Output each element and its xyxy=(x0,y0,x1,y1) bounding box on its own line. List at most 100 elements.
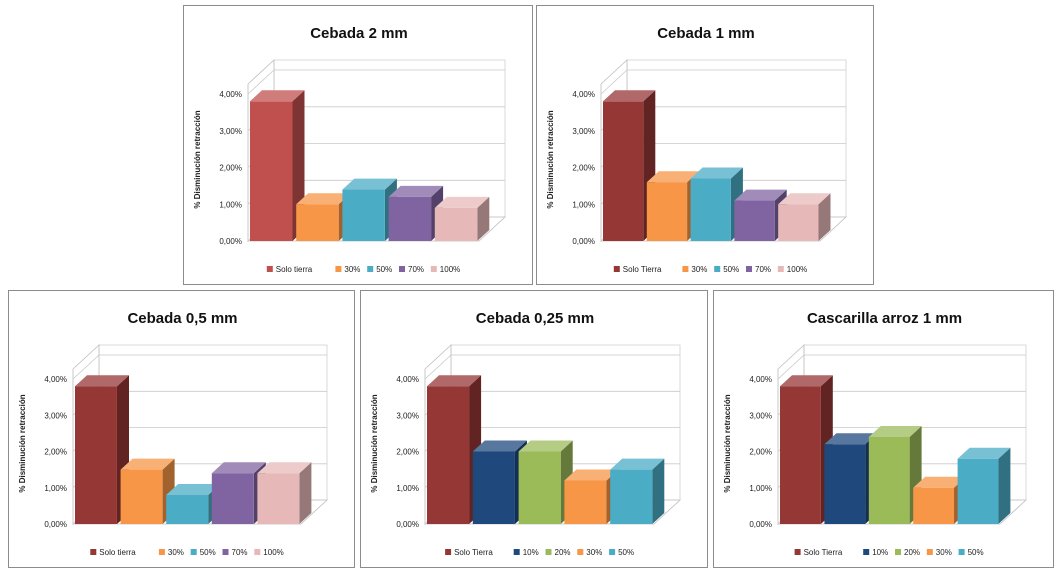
y-tick-label: 2,00% xyxy=(396,448,419,457)
legend-swatch xyxy=(545,549,552,555)
legend-swatch xyxy=(777,266,784,272)
chart-title: Cebada 0,25 mm xyxy=(476,310,594,327)
y-tick-label: 3,00% xyxy=(219,127,242,136)
y-tick-label: 4,00% xyxy=(572,90,595,99)
legend-label: Solo Tierra xyxy=(623,265,662,274)
chart-svg: Cascarilla arroz 1 mm 0,00% 1,00% 2,00% 3,00… xyxy=(723,310,1028,557)
legend-swatch xyxy=(746,266,752,272)
y-tick-label: 3,00% xyxy=(44,411,67,420)
chart-panel-cebada-1mm: Cebada 1 mm 0,00% 1,00% 2,00% 3,00% 4,00% % Di… xyxy=(536,5,874,285)
y-tick-label: 1,00% xyxy=(219,200,242,209)
legend-label: 30% xyxy=(168,548,184,557)
y-tick-label: 3,00% xyxy=(572,127,595,136)
bar-solo-tierra xyxy=(427,375,482,524)
chart-svg: Cebada 1 mm 0,00% 1,00% 2,00% 3,00% 4,00% % Di… xyxy=(546,25,848,274)
legend-swatch xyxy=(222,549,229,555)
y-tick-label: 2,00% xyxy=(572,164,595,173)
gridline xyxy=(72,354,327,380)
y-axis-label: % Disminución retracción xyxy=(18,394,27,492)
legend-swatch xyxy=(190,549,197,555)
legend-label: 20% xyxy=(555,548,571,557)
legend-label: 50% xyxy=(968,548,984,557)
legend-swatch xyxy=(714,266,721,272)
legend-swatch xyxy=(958,549,965,555)
y-tick-label: 0,00% xyxy=(749,520,772,529)
legend-swatch xyxy=(158,549,165,555)
bar-100- xyxy=(434,196,490,241)
legend-swatch xyxy=(266,266,273,272)
bar-100- xyxy=(778,193,831,241)
legend-label: Solo Tierra xyxy=(454,548,493,557)
legend-swatch xyxy=(577,549,584,555)
legend-swatch xyxy=(367,266,374,272)
chart-svg: Cebada 0,5 mm 0,00% 1,00% 2,00% 3,00% 4,00% % … xyxy=(18,310,329,557)
legend-label: 50% xyxy=(618,548,634,557)
y-tick-label: 1,00% xyxy=(749,484,772,493)
y-tick-label: 0,00% xyxy=(44,520,67,529)
y-tick-label: 2,00% xyxy=(219,164,242,173)
legend-swatch xyxy=(430,266,437,272)
chart-title: Cebada 0,5 mm xyxy=(127,310,237,327)
chart-title: Cascarilla arroz 1 mm xyxy=(807,310,962,327)
bar-50- xyxy=(610,458,665,524)
legend-label: 30% xyxy=(691,265,707,274)
legend-label: Solo Tierra xyxy=(804,548,843,557)
y-tick-label: 4,00% xyxy=(396,375,419,384)
legend-label: 30% xyxy=(586,548,602,557)
chart-panel-cascarilla-arroz-1mm: Cascarilla arroz 1 mm 0,00% 1,00% 2,00% 3,00… xyxy=(713,290,1054,568)
y-tick-label: 0,00% xyxy=(396,520,419,529)
chart-svg: Cebada 2 mm 0,00% 1,00% 2,00% 3,00% 4,00% % Di… xyxy=(193,25,507,274)
bar-100- xyxy=(257,462,312,524)
y-tick-label: 2,00% xyxy=(749,448,772,457)
bar-50- xyxy=(957,447,1011,524)
legend-label: 70% xyxy=(755,265,771,274)
bar-50- xyxy=(166,484,221,524)
legend-label: 50% xyxy=(200,548,216,557)
legend-swatch xyxy=(895,549,901,555)
bar-solo-tierra xyxy=(250,90,305,241)
gridline xyxy=(424,354,680,380)
legend-label: Solo tierra xyxy=(99,548,136,557)
y-axis-label: % Disminución retracción xyxy=(370,394,379,492)
chart-panel-cebada-0-5mm: Cebada 0,5 mm 0,00% 1,00% 2,00% 3,00% 4,00% % … xyxy=(8,290,355,568)
legend-swatch xyxy=(609,549,616,555)
legend-label: 100% xyxy=(263,548,283,557)
legend-swatch xyxy=(613,266,620,272)
legend-swatch xyxy=(682,266,689,272)
legend-label: 50% xyxy=(723,265,739,274)
legend-swatch xyxy=(794,549,801,555)
y-tick-label: 0,00% xyxy=(572,237,595,246)
legend-swatch xyxy=(445,549,452,555)
legend-swatch xyxy=(399,266,405,272)
legend-label: 70% xyxy=(408,265,424,274)
legend-swatch xyxy=(254,549,261,555)
legend-label: 30% xyxy=(936,548,952,557)
legend-swatch xyxy=(90,549,97,555)
chart-title: Cebada 2 mm xyxy=(310,25,408,42)
y-tick-label: 4,00% xyxy=(219,90,242,99)
chart-svg: Cebada 0,25 mm 0,00% 1,00% 2,00% 3,00% 4,00%%… xyxy=(370,310,682,557)
y-tick-label: 1,00% xyxy=(572,200,595,209)
y-tick-label: 4,00% xyxy=(749,375,772,384)
legend-label: 100% xyxy=(440,265,460,274)
y-tick-label: 3,00% xyxy=(396,411,419,420)
y-tick-label: 3,00% xyxy=(749,411,772,420)
bar-70- xyxy=(211,462,266,524)
legend-label: Solo tierra xyxy=(276,265,313,274)
legend-swatch xyxy=(863,549,870,555)
gridline xyxy=(777,354,1026,380)
legend-label: 10% xyxy=(872,548,888,557)
legend-swatch xyxy=(513,549,520,555)
y-tick-label: 1,00% xyxy=(396,484,419,493)
legend-swatch xyxy=(926,549,933,555)
legend-swatch xyxy=(335,266,342,272)
chart-title: Cebada 1 mm xyxy=(657,25,755,42)
y-tick-label: 0,00% xyxy=(219,237,242,246)
legend-label: 70% xyxy=(232,548,248,557)
legend-label: 10% xyxy=(523,548,539,557)
y-tick-label: 4,00% xyxy=(44,375,67,384)
legend-label: 50% xyxy=(376,265,392,274)
y-tick-label: 2,00% xyxy=(44,448,67,457)
legend-label: 20% xyxy=(904,548,920,557)
y-axis-label: % Disminución retracción xyxy=(546,110,555,208)
